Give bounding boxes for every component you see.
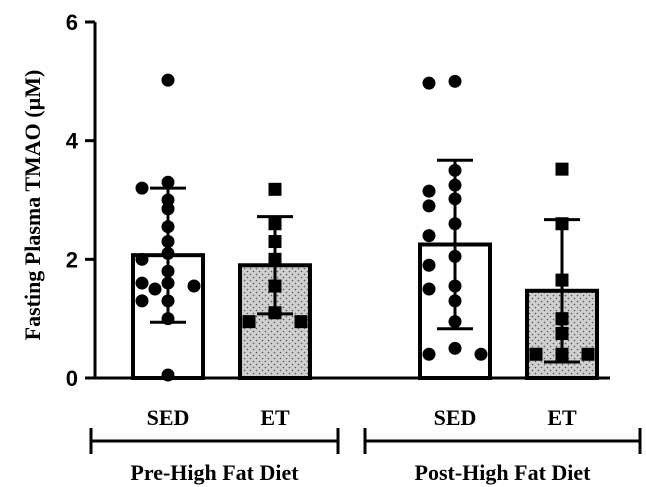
data-point <box>555 162 569 176</box>
data-point <box>268 252 282 266</box>
data-point <box>148 282 162 296</box>
data-point <box>135 252 149 266</box>
data-point <box>448 341 462 355</box>
data-point <box>161 202 175 216</box>
data-point <box>422 347 436 361</box>
data-point <box>555 312 569 326</box>
data-point <box>555 273 569 287</box>
data-point <box>161 246 175 260</box>
data-points <box>135 73 595 382</box>
data-point <box>448 217 462 231</box>
data-point <box>268 235 282 249</box>
y-tick-label: 6 <box>66 10 78 35</box>
data-point <box>529 347 543 361</box>
data-point <box>422 282 436 296</box>
data-point <box>161 368 175 382</box>
group-label: Pre-High Fat Diet <box>130 460 299 485</box>
data-point <box>242 315 256 329</box>
data-point <box>161 73 175 87</box>
x-category-label: ET <box>260 405 290 430</box>
data-point <box>474 347 488 361</box>
data-point <box>555 217 569 231</box>
data-point <box>448 315 462 329</box>
data-point <box>555 347 569 361</box>
bars <box>131 242 599 380</box>
data-point <box>161 220 175 234</box>
data-point <box>161 175 175 189</box>
data-point <box>161 193 175 207</box>
data-point <box>422 76 436 90</box>
data-point <box>422 258 436 272</box>
data-point <box>422 199 436 213</box>
data-point <box>448 178 462 192</box>
y-tick-label: 0 <box>66 366 78 391</box>
data-point <box>555 327 569 340</box>
data-point <box>294 315 308 329</box>
y-axis: 0 2 4 6 <box>66 10 97 391</box>
y-tick-label: 2 <box>66 247 78 272</box>
x-category-label: SED <box>434 405 477 430</box>
data-point <box>135 294 149 308</box>
data-point <box>422 229 436 243</box>
x-category-label: ET <box>547 405 577 430</box>
data-point <box>268 306 282 320</box>
data-point <box>135 181 149 195</box>
data-point <box>135 276 149 290</box>
data-point <box>161 264 175 278</box>
data-point <box>581 347 595 361</box>
data-point <box>448 192 462 206</box>
data-point <box>448 279 462 293</box>
data-point <box>161 312 175 326</box>
y-axis-label: Fasting Plasma TMAO (µM) <box>20 70 45 341</box>
data-point <box>448 294 462 308</box>
data-point <box>448 74 462 88</box>
group-label: Post-High Fat Diet <box>415 460 592 485</box>
data-point <box>161 235 175 249</box>
data-point <box>268 279 282 293</box>
data-point <box>448 249 462 263</box>
y-tick-label: 4 <box>66 129 79 154</box>
data-point <box>422 184 436 198</box>
data-point <box>268 182 282 196</box>
x-axis: SED ET Pre-High Fat Diet SED ET Post-High Fat… <box>89 376 642 485</box>
error-bars <box>150 158 580 364</box>
data-point <box>268 217 282 231</box>
data-point <box>161 294 175 308</box>
data-point <box>161 276 175 290</box>
data-point <box>187 279 201 293</box>
data-point <box>448 163 462 177</box>
x-category-label: SED <box>147 405 190 430</box>
